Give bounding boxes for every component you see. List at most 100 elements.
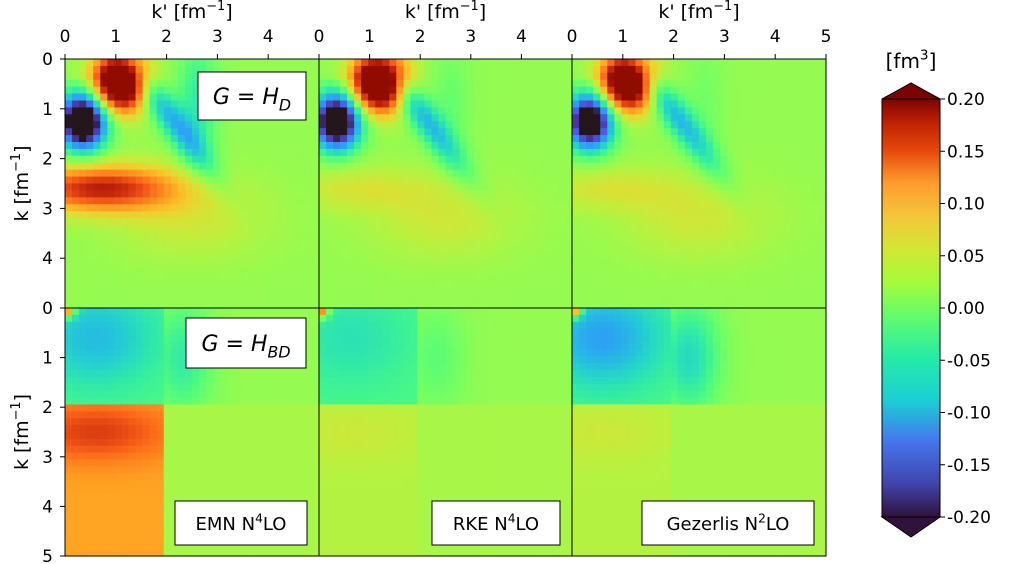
heatmap-cell xyxy=(727,107,735,115)
heatmap-cell xyxy=(283,480,292,488)
heatmap-cell xyxy=(572,114,580,122)
heatmap-cell xyxy=(283,452,292,461)
heatmap-cell xyxy=(206,190,214,198)
heatmap-cell xyxy=(177,142,186,150)
heatmap-cell xyxy=(706,148,714,157)
heatmap-cell xyxy=(410,100,418,109)
heatmap-cell xyxy=(319,301,327,309)
heatmap-cell xyxy=(783,252,792,261)
heatmap-cell xyxy=(184,259,193,268)
heatmap-cell xyxy=(248,473,257,481)
heatmap-cell xyxy=(100,107,108,115)
heatmap-cell xyxy=(452,72,461,81)
heatmap-cell xyxy=(234,135,242,143)
heatmap-cell xyxy=(248,197,257,205)
heatmap-cell xyxy=(206,259,214,268)
heatmap-cell xyxy=(741,245,749,254)
heatmap-cell xyxy=(177,204,186,212)
heatmap-cell xyxy=(149,259,158,268)
heatmap-cell xyxy=(515,197,524,205)
heatmap-cell xyxy=(438,231,447,240)
heatmap-cell xyxy=(466,93,475,102)
heatmap-cell xyxy=(72,100,80,109)
heatmap-cell xyxy=(382,72,390,81)
heatmap-cell xyxy=(368,252,376,261)
heatmap-cell xyxy=(699,107,707,115)
heatmap-cell xyxy=(628,190,637,198)
heatmap-cell xyxy=(128,148,137,157)
heatmap-cell xyxy=(283,259,292,268)
heatmap-cell xyxy=(684,79,693,88)
heatmap-cell xyxy=(135,314,144,323)
heatmap-cell xyxy=(431,231,440,240)
heatmap-cell xyxy=(699,176,707,185)
heatmap-cell xyxy=(199,65,207,74)
heatmap-cell xyxy=(354,225,362,233)
heatmap-cell xyxy=(304,128,313,136)
heatmap-cell xyxy=(473,121,482,129)
heatmap-cell xyxy=(424,231,433,240)
heatmap-cell xyxy=(170,169,179,178)
heatmap-cell xyxy=(663,183,672,192)
heatmap-cell xyxy=(811,301,820,309)
heatmap-cell xyxy=(389,183,397,192)
heatmap-cell xyxy=(65,107,73,115)
heatmap-cell xyxy=(276,301,285,309)
heatmap-cell xyxy=(290,383,299,392)
heatmap-cell xyxy=(199,142,207,150)
heatmap-cell xyxy=(170,86,179,95)
heatmap-cell xyxy=(192,114,200,122)
heatmap-cell xyxy=(375,148,383,157)
heatmap-cell xyxy=(564,79,573,88)
heatmap-cell xyxy=(79,432,87,440)
heatmap-cell xyxy=(593,190,601,198)
heatmap-cell xyxy=(663,197,672,205)
heatmap-cell xyxy=(564,155,573,164)
heatmap-cell xyxy=(311,507,320,516)
heatmap-cell xyxy=(248,65,257,74)
heatmap-cell xyxy=(508,59,517,67)
heatmap-cell xyxy=(755,183,764,192)
heatmap-cell xyxy=(262,473,271,481)
heatmap-cell xyxy=(564,107,573,115)
heatmap-cell xyxy=(586,273,594,281)
heatmap-cell xyxy=(333,72,341,81)
heatmap-cell xyxy=(234,376,242,385)
heatmap-cell xyxy=(121,72,130,81)
heatmap-cell xyxy=(319,169,327,178)
heatmap-cell xyxy=(818,107,827,115)
heatmap-cell xyxy=(326,238,334,247)
heatmap-cell xyxy=(522,107,531,115)
heatmap-cell xyxy=(86,507,94,516)
heatmap-cell xyxy=(677,121,686,129)
heatmap-cell xyxy=(501,211,510,219)
heatmap-cell xyxy=(311,231,320,240)
heatmap-cell xyxy=(241,190,250,198)
heatmap-cell xyxy=(107,397,115,406)
heatmap-cell xyxy=(248,287,257,295)
heatmap-cell xyxy=(107,370,115,378)
heatmap-cell xyxy=(177,211,186,219)
heatmap-cell xyxy=(65,100,73,109)
heatmap-cell xyxy=(466,169,475,178)
heatmap-cell xyxy=(473,273,482,281)
heatmap-cell xyxy=(593,204,601,212)
heatmap-cell xyxy=(536,86,545,95)
heatmap-cell xyxy=(290,204,299,212)
heatmap-cell xyxy=(410,162,418,171)
heatmap-cell xyxy=(642,155,651,164)
heatmap-cell xyxy=(529,245,538,254)
heatmap-cell xyxy=(522,280,531,288)
heatmap-cell xyxy=(170,114,179,122)
heatmap-cell xyxy=(593,107,601,115)
heatmap-cell xyxy=(241,383,250,392)
heatmap-cell xyxy=(177,273,186,281)
heatmap-cell xyxy=(572,148,580,157)
heatmap-cell xyxy=(121,266,130,275)
heatmap-cell xyxy=(100,376,108,385)
heatmap-cell xyxy=(234,494,242,502)
heatmap-cell xyxy=(72,79,80,88)
heatmap-cell xyxy=(304,252,313,261)
heatmap-cell xyxy=(677,211,686,219)
heatmap-cell xyxy=(459,142,468,150)
